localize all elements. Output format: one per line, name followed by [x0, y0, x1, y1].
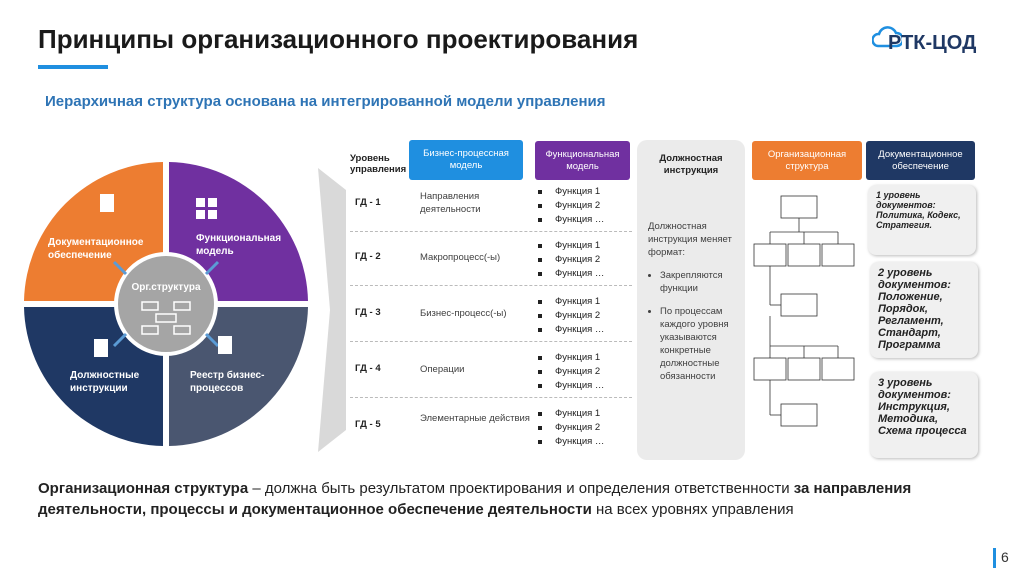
row-separator — [350, 397, 632, 398]
function-list: Функция 1 Функция 2 Функция … — [535, 239, 635, 281]
segment-label: Должностные инструкции — [70, 370, 140, 394]
footer-bold: за направления деятельности, процессы и … — [38, 480, 912, 518]
doc-title: 1 уровень документов: — [876, 190, 936, 210]
column-header: Бизнес-процессная модель — [409, 140, 523, 180]
function-item: Функция 2 — [535, 253, 635, 267]
job-item: По процессам каждого уровня указываются … — [660, 305, 738, 383]
function-item: Функция … — [535, 435, 635, 449]
logo: РТК-ЦОД — [888, 32, 977, 54]
level-header: Уровень управления — [350, 153, 407, 175]
doc-text: Политика, Кодекс, Стратегия. — [876, 210, 961, 230]
page-bar — [993, 548, 996, 568]
logo-icon — [872, 26, 902, 48]
row-separator — [350, 341, 632, 342]
title: Принципы организационного проектирования — [38, 24, 639, 54]
doc-box: 3 уровень документов: Инструкция, Методи… — [870, 372, 978, 458]
doc-title: 3 уровень документов: — [878, 377, 951, 401]
function-list: Функция 1 Функция 2 Функция … — [535, 185, 635, 227]
function-item: Функция … — [535, 323, 635, 337]
circle-diagram — [24, 162, 346, 452]
footer-bold: Организационная структура — [38, 480, 249, 497]
level-label: ГД - 1 — [355, 197, 381, 208]
function-item: Функция 1 — [535, 185, 635, 199]
function-list: Функция 1 Функция 2 Функция … — [535, 407, 635, 449]
function-item: Функция 1 — [535, 351, 635, 365]
org-chart — [753, 195, 855, 427]
process-label: Макропроцесс(-ы) — [420, 252, 501, 263]
function-item: Функция 1 — [535, 407, 635, 421]
function-list: Функция 1 Функция 2 Функция … — [535, 295, 635, 337]
process-label: Элементарные действия — [420, 413, 530, 424]
job-intro: Должностная инструкция меняет формат: — [648, 221, 732, 258]
title-underline — [38, 65, 108, 69]
function-item: Функция 1 — [535, 239, 635, 253]
function-list: Функция 1 Функция 2 Функция … — [535, 351, 635, 393]
doc-text: Положение, Порядок, Регламент, Стандарт,… — [878, 291, 944, 351]
doc-box: 1 уровень документов: Политика, Кодекс, … — [868, 185, 976, 255]
doc-box: 2 уровень документов: Положение, Порядок… — [870, 262, 978, 358]
segment-label: Документационное обеспечение — [48, 237, 144, 261]
page-number: 6 — [1001, 549, 1009, 565]
circle-center: Орг.структура — [131, 282, 201, 293]
row-separator — [350, 231, 632, 232]
segment-label: Реестр бизнес-процессов — [190, 370, 265, 394]
job-item: Закрепляются функции — [660, 269, 738, 295]
function-item: Функция … — [535, 379, 635, 393]
column-header: Функциональная модель — [535, 141, 630, 180]
job-column-bg — [637, 140, 745, 460]
footer-text: Организационная структура – должна быть … — [38, 478, 928, 520]
doc-text: Инструкция, Методика, Схема процесса — [878, 401, 967, 437]
function-item: Функция … — [535, 213, 635, 227]
function-item: Функция … — [535, 267, 635, 281]
process-label: Направления деятельности — [420, 191, 481, 215]
level-label: ГД - 4 — [355, 363, 381, 374]
column-header: Должностная инструкция — [659, 153, 723, 176]
segment-label: Функциональная модель — [196, 233, 282, 257]
function-item: Функция 2 — [535, 199, 635, 213]
column-header: Организационная структура — [752, 141, 862, 180]
job-instruction: Должностная инструкция меняет формат: За… — [648, 220, 738, 383]
subtitle: Иерархичная структура основана на интегр… — [45, 93, 606, 110]
function-item: Функция 1 — [535, 295, 635, 309]
footer-text-part: на всех уровнях управления — [591, 501, 794, 518]
column-header: Документационное обеспечение — [866, 141, 975, 180]
level-label: ГД - 5 — [355, 419, 381, 430]
process-label: Операции — [420, 364, 465, 375]
level-label: ГД - 2 — [355, 251, 381, 262]
function-item: Функция 2 — [535, 365, 635, 379]
function-item: Функция 2 — [535, 309, 635, 323]
footer-text-part: – должна быть результатом проектирования… — [248, 480, 794, 497]
row-separator — [350, 285, 632, 286]
function-item: Функция 2 — [535, 421, 635, 435]
level-label: ГД - 3 — [355, 307, 381, 318]
process-label: Бизнес-процесс(-ы) — [420, 308, 507, 319]
doc-title: 2 уровень документов: — [878, 267, 951, 291]
